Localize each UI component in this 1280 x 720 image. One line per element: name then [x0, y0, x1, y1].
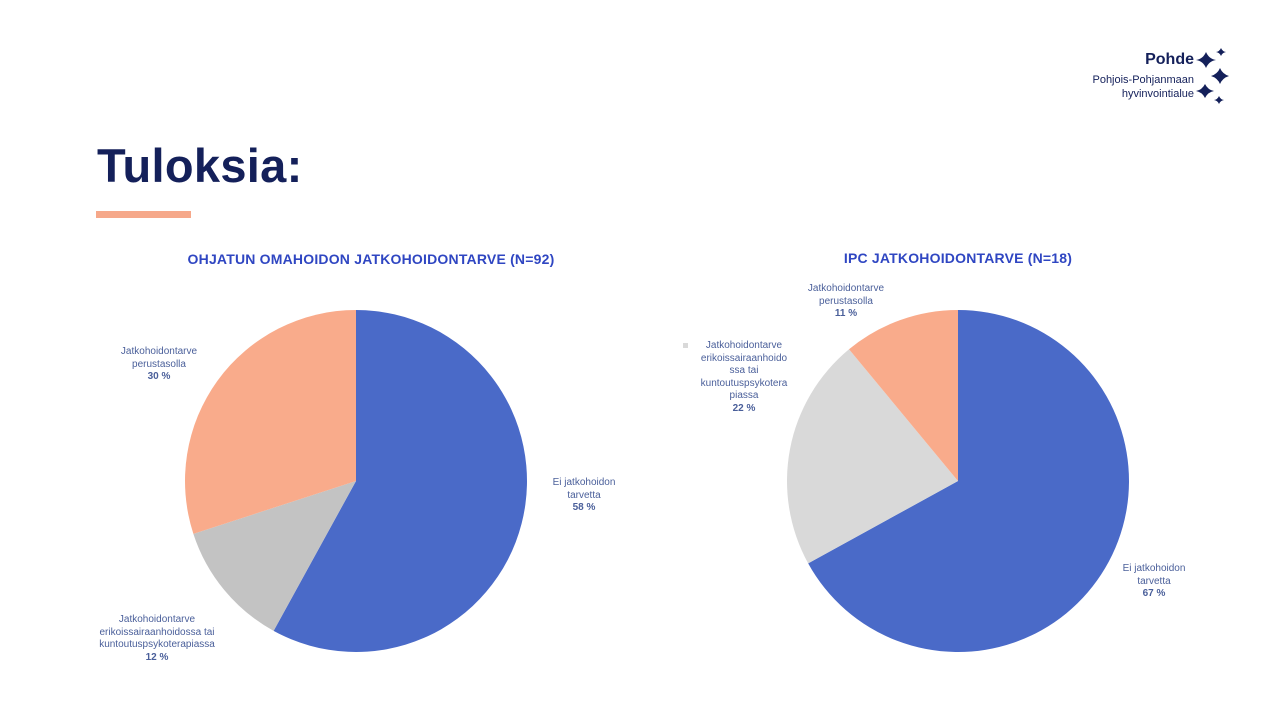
chart-2-slice-erikoissairaanhoito — [787, 349, 958, 564]
sparkle-cluster-icon — [1196, 48, 1229, 104]
label-line: kuntoutuspsykoterapiassa — [99, 639, 215, 650]
label-line: Ei jatkohoidon — [552, 477, 616, 488]
label-line: erikoissairaanhoido — [700, 352, 788, 364]
data-label: 58 % — [572, 502, 596, 513]
label-line: tarvetta — [567, 489, 601, 501]
label-line: Ei jatkohoidon — [1122, 563, 1186, 574]
label-line: perustasolla — [132, 358, 186, 370]
chart-2-legend-key — [683, 343, 688, 348]
chart-1-slice-erikoissairaanhoito — [193, 481, 356, 631]
label-line: perustasolla — [819, 295, 873, 307]
label-line: Jatkohoidontarve — [807, 283, 885, 294]
chart-1-label-perustaso: Jatkohoidontarve perustasolla 30 % — [121, 346, 197, 384]
pie-chart-2 — [787, 310, 1129, 652]
data-label: 12 % — [145, 651, 169, 663]
chart-1-slice-perustaso — [184, 310, 356, 534]
logo-name: Pohde — [1145, 51, 1194, 68]
label-line: tarvetta — [1137, 575, 1171, 587]
label-line: ssa tai — [729, 365, 759, 376]
data-label: 30 % — [147, 371, 171, 382]
slide-title: Tuloksia: — [97, 139, 303, 192]
chart-1-label-ei-jatkohoidon: Ei jatkohoidon tarvetta 58 % — [553, 477, 616, 515]
logo-subtitle-line2: hyvinvointialue — [1121, 88, 1194, 100]
label-line: piassa — [729, 390, 759, 401]
chart-2-title: IPC JATKOHOIDONTARVE (N=18) — [843, 250, 1073, 266]
data-label: 22 % — [732, 402, 756, 414]
pie-chart-1 — [184, 310, 527, 653]
label-line: Jatkohoidontarve — [120, 346, 198, 357]
data-label: 11 % — [834, 308, 858, 319]
label-line: kuntoutuspsykotera — [700, 377, 788, 389]
label-line: erikoissairaanhoidossa tai — [99, 626, 215, 638]
chart-2-slice-perustaso — [849, 310, 958, 481]
chart-2-label-perustaso: Jatkohoidontarve perustasolla 11 % — [808, 283, 884, 321]
chart-1-slice-ei-jatkohoidon-tarvetta — [273, 310, 527, 653]
pohde-logo: Pohde Pohjois-Pohjanmaan hyvinvointialue — [1068, 46, 1238, 106]
chart-1-title: OHJATUN OMAHOIDON JATKOHOIDONTARVE (N=92… — [187, 251, 555, 267]
chart-2-slice-ei-jatkohoidon-tarvetta — [808, 310, 1129, 652]
label-line: Jatkohoidontarve — [118, 614, 196, 625]
title-accent-line — [96, 211, 191, 218]
logo-subtitle-line1: Pohjois-Pohjanmaan — [1092, 74, 1194, 86]
label-line: Jatkohoidontarve — [705, 340, 783, 351]
chart-2-label-ei-jatkohoidon: Ei jatkohoidon tarvetta 67 % — [1123, 563, 1186, 601]
logo-subtitle: Pohjois-Pohjanmaan hyvinvointialue — [1092, 73, 1194, 101]
data-label: 67 % — [1142, 588, 1166, 599]
chart-2-label-erikoissairaanhoito: Jatkohoidontarve erikoissairaanhoido ssa… — [701, 340, 788, 415]
chart-1-label-erikoissairaanhoito: Jatkohoidontarve erikoissairaanhoidossa … — [99, 614, 215, 664]
